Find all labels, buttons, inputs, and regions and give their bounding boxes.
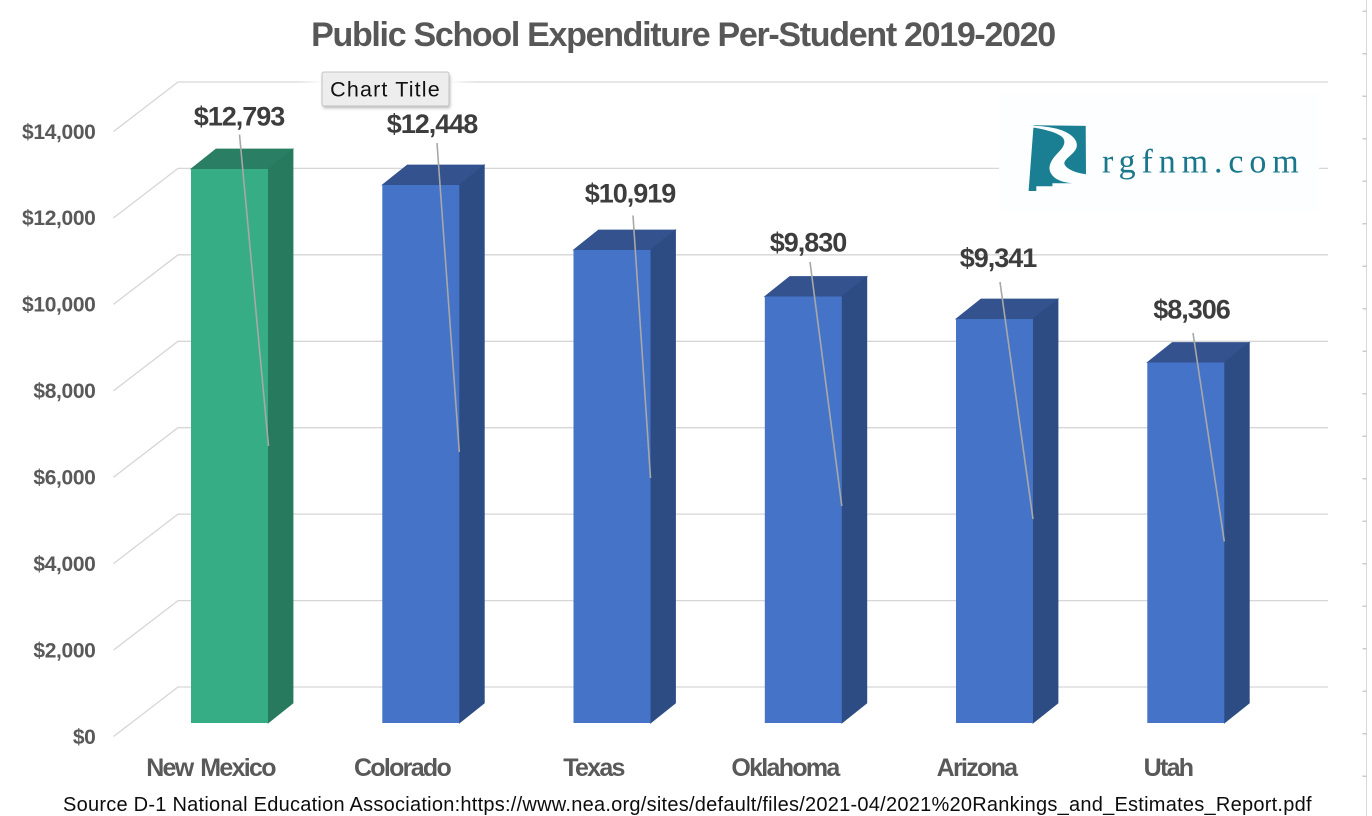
svg-text:$9,341: $9,341 [960, 243, 1038, 273]
svg-text:Colorado: Colorado [354, 754, 452, 782]
svg-text:$10,000: $10,000 [22, 294, 95, 317]
svg-text:$6,000: $6,000 [33, 467, 95, 490]
svg-text:Texas: Texas [563, 754, 624, 782]
svg-text:$9,830: $9,830 [770, 228, 847, 258]
svg-text:Arizona: Arizona [937, 754, 1020, 782]
svg-text:$10,919: $10,919 [585, 179, 677, 209]
svg-text:Source D-1 National Education: Source D-1 National Education Associatio… [63, 794, 1312, 816]
svg-text:rgfnm.com: rgfnm.com [1102, 144, 1305, 181]
svg-text:$8,306: $8,306 [1153, 295, 1231, 325]
svg-text:$14,000: $14,000 [22, 121, 95, 144]
svg-text:$8,000: $8,000 [33, 380, 95, 403]
svg-text:$2,000: $2,000 [33, 639, 95, 662]
svg-text:$12,448: $12,448 [387, 109, 479, 139]
svg-text:New Mexico: New Mexico [146, 754, 276, 782]
svg-text:$12,000: $12,000 [22, 207, 95, 230]
svg-text:Public School Expenditure Per-: Public School Expenditure Per-Student 20… [311, 16, 1055, 54]
svg-text:Utah: Utah [1144, 754, 1193, 782]
svg-text:$4,000: $4,000 [33, 553, 95, 576]
svg-text:$12,793: $12,793 [194, 102, 286, 132]
svg-text:Oklahoma: Oklahoma [731, 754, 841, 782]
svg-text:Chart Title: Chart Title [330, 78, 441, 102]
svg-text:$0: $0 [73, 726, 96, 749]
